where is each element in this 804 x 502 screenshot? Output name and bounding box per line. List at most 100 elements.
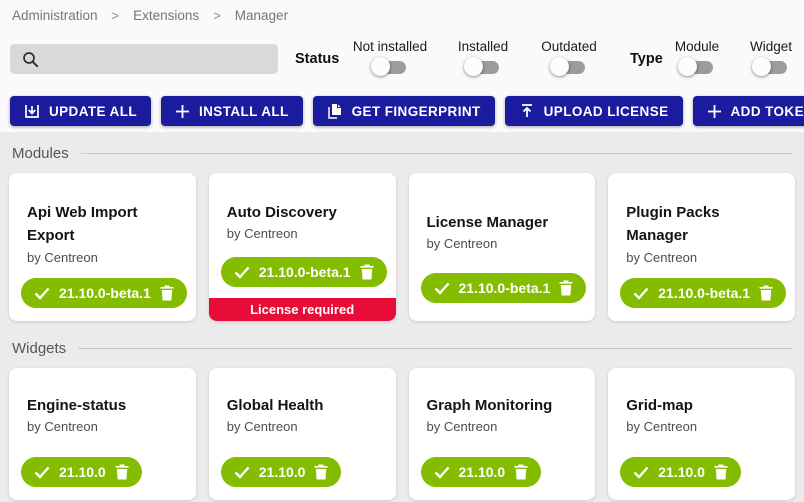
installed-version-badge[interactable]: 21.10.0-beta.1 — [420, 273, 587, 303]
installed-version-badge[interactable]: 21.10.0 — [21, 457, 142, 487]
toggle-outdated-label: Outdated — [541, 39, 597, 54]
trash-icon — [160, 285, 174, 301]
toggle-widget[interactable]: Widget — [743, 39, 799, 77]
check-icon — [234, 466, 250, 479]
upload-icon — [521, 104, 532, 117]
trash-icon — [514, 464, 528, 480]
breadcrumb: Administration > Extensions > Manager — [12, 8, 288, 23]
status-filter-label: Status — [295, 51, 340, 67]
version-text: 21.10.0 — [458, 464, 506, 480]
card-title: Grid-map — [626, 397, 693, 414]
check-icon — [234, 266, 250, 279]
card-author: by Centreon — [626, 419, 698, 435]
breadcrumb-extensions[interactable]: Extensions — [133, 8, 200, 23]
toggle-widget-label: Widget — [749, 39, 793, 54]
version-text: 21.10.0 — [658, 464, 705, 480]
toggle-outdated[interactable]: Outdated — [535, 39, 603, 77]
not-installed-switch[interactable] — [371, 57, 409, 77]
card-title: Api Web Import Export — [27, 204, 138, 245]
toggle-not-installed[interactable]: Not installed — [344, 39, 436, 77]
trash-icon — [115, 464, 129, 480]
delete-module-button[interactable] — [160, 285, 174, 301]
delete-module-button[interactable] — [559, 280, 573, 296]
header-band: Administration > Extensions > Manager St… — [0, 0, 804, 132]
module-card-auto-discovery[interactable]: Auto Discovery by Centreon 21.10.0-beta.… — [208, 173, 396, 321]
installed-version-badge[interactable]: 21.10.0-beta.1 — [21, 278, 187, 308]
delete-module-button[interactable] — [759, 285, 773, 301]
trash-icon — [559, 280, 573, 296]
card-author: by Centreon — [426, 419, 498, 435]
installed-version-badge[interactable]: 21.10.0 — [620, 457, 741, 487]
version-text: 21.10.0 — [59, 464, 106, 480]
version-text: 21.10.0 — [258, 464, 306, 480]
widget-card-engine-status[interactable]: Engine-status by Centreon 21.10.0 — [9, 368, 196, 500]
card-title: License Manager — [426, 214, 549, 231]
section-divider — [78, 347, 792, 349]
check-icon — [34, 287, 50, 300]
toggle-installed[interactable]: Installed — [450, 39, 516, 77]
delete-widget-button[interactable] — [514, 464, 528, 480]
install-all-button[interactable]: INSTALL ALL — [161, 96, 303, 126]
card-author: by Centreon — [626, 249, 698, 265]
breadcrumb-administration[interactable]: Administration — [12, 8, 98, 23]
add-token-label: ADD TOKEN — [730, 103, 804, 119]
search-input[interactable] — [47, 51, 270, 67]
widget-card-graph-monitoring[interactable]: Graph Monitoring by Centreon 21.10.0 — [408, 368, 596, 500]
card-author: by Centreon — [27, 419, 98, 435]
check-icon — [633, 287, 649, 300]
delete-widget-button[interactable] — [714, 464, 728, 480]
update-all-label: UPDATE ALL — [49, 103, 137, 119]
module-card-api-web-import-export[interactable]: Api Web Import Export by Centreon 21.10.… — [9, 173, 196, 321]
card-title: Graph Monitoring — [426, 397, 553, 414]
outdated-switch[interactable] — [550, 57, 588, 77]
installed-version-badge[interactable]: 21.10.0 — [220, 457, 342, 487]
card-title: Plugin Packs Manager — [626, 204, 720, 245]
get-fingerprint-button[interactable]: GET FINGERPRINT — [312, 96, 495, 126]
file-copy-icon — [327, 104, 341, 119]
module-card-license-manager[interactable]: License Manager by Centreon 21.10.0-beta… — [408, 173, 596, 321]
widget-card-global-health[interactable]: Global Health by Centreon 21.10.0 — [208, 368, 396, 500]
check-icon — [633, 466, 649, 479]
upload-license-label: UPLOAD LICENSE — [543, 103, 669, 119]
breadcrumb-separator-icon: > — [213, 8, 221, 23]
section-divider — [80, 152, 792, 154]
installed-version-badge[interactable]: 21.10.0-beta.1 — [620, 278, 787, 308]
breadcrumb-manager: Manager — [234, 8, 289, 23]
update-all-button[interactable]: UPDATE ALL — [10, 96, 151, 126]
plus-icon — [707, 104, 721, 118]
card-title: Global Health — [226, 397, 324, 414]
card-author: by Centreon — [226, 226, 298, 242]
version-text: 21.10.0-beta.1 — [59, 285, 151, 301]
card-title: Engine-status — [27, 397, 127, 414]
version-text: 21.10.0-beta.1 — [258, 264, 351, 280]
update-icon — [25, 105, 39, 118]
toggle-module-label: Module — [674, 39, 720, 54]
trash-icon — [360, 264, 374, 280]
plus-icon — [176, 104, 189, 118]
installed-version-badge[interactable]: 21.10.0-beta.1 — [220, 257, 387, 287]
toggle-module[interactable]: Module — [668, 39, 726, 77]
extensions-content: Modules Api Web Import Export by Centreo… — [0, 132, 804, 500]
module-switch[interactable] — [678, 57, 716, 77]
widget-switch[interactable] — [752, 57, 790, 77]
install-all-label: INSTALL ALL — [199, 103, 289, 119]
delete-widget-button[interactable] — [115, 464, 129, 480]
module-card-plugin-packs-manager[interactable]: Plugin Packs Manager by Centreon 21.10.0… — [608, 173, 795, 321]
trash-icon — [759, 285, 773, 301]
widgets-section-header: Widgets — [12, 337, 792, 359]
widgets-grid: Engine-status by Centreon 21.10.0 Global… — [0, 359, 804, 500]
get-fingerprint-label: GET FINGERPRINT — [351, 103, 481, 119]
add-token-button[interactable]: ADD TOKEN — [692, 96, 804, 126]
upload-license-button[interactable]: UPLOAD LICENSE — [504, 96, 683, 126]
installed-version-badge[interactable]: 21.10.0 — [420, 457, 542, 487]
installed-switch[interactable] — [464, 57, 502, 77]
version-text: 21.10.0-beta.1 — [458, 280, 551, 296]
widget-card-grid-map[interactable]: Grid-map by Centreon 21.10.0 — [608, 368, 795, 500]
search-box[interactable] — [10, 44, 278, 74]
card-author: by Centreon — [226, 419, 298, 435]
delete-module-button[interactable] — [360, 264, 374, 280]
toggle-installed-label: Installed — [457, 39, 509, 54]
breadcrumb-separator-icon: > — [111, 8, 120, 23]
toolbar: UPDATE ALL INSTALL ALL GET FINGERPRINT — [10, 96, 804, 126]
delete-widget-button[interactable] — [314, 464, 328, 480]
